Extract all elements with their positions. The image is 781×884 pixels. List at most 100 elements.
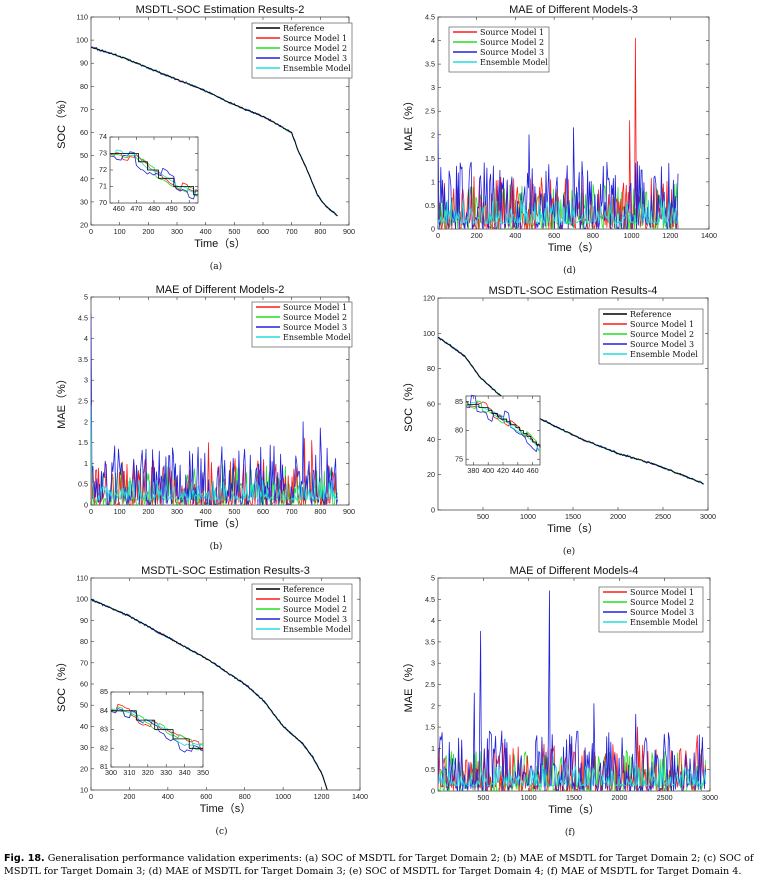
y-tick-label: 3.5 [425,637,435,646]
figure-caption: Fig. 18. Generalisation performance vali… [4,852,779,878]
y-tick-label: 0 [84,501,88,510]
x-tick-label: 400 [509,231,521,240]
y-tick-label: 81 [100,762,108,771]
y-tick-label: 0 [431,225,435,234]
legend-entry: Ensemble Model [283,625,351,634]
inset-line-source-model-1 [110,703,204,751]
x-axis-label: Time（s） [194,237,246,250]
x-tick-label: 350 [197,768,209,777]
legend-entry: Source Model 2 [283,44,347,53]
x-tick-label: 0 [89,227,93,236]
x-tick-label: 200 [471,231,483,240]
x-tick-label: 900 [343,507,355,516]
series-line-ensemble-model [438,764,706,787]
y-tick-label: 3 [431,659,435,668]
legend-box [598,308,704,365]
x-axis-label: Time（s） [547,522,599,535]
inset-line-reference [111,710,203,749]
y-tick-label: 110 [77,13,88,22]
y-tick-label: 100 [76,595,88,604]
legend-entry: Source Model 2 [283,313,347,322]
x-tick-label: 300 [171,507,183,516]
inset-line-source-model-2 [465,400,541,452]
chart-title: MSDTL-SOC Estimation Results-4 [489,285,658,297]
y-tick-label: 85 [100,687,108,696]
y-tick-label: 80 [455,426,463,435]
x-tick-label: 500 [228,227,240,236]
legend-entry: Source Model 1 [283,595,347,604]
x-tick-label: 600 [257,507,269,516]
data-layer [91,46,338,217]
x-tick-label: 1400 [352,792,368,801]
y-tick-label: 4 [431,36,435,45]
y-tick-label: 60 [80,128,88,137]
y-tick-label: 120 [423,294,435,303]
y-tick-label: 60 [80,680,88,689]
y-tick-label: 1.5 [425,723,435,732]
x-tick-label: 400 [200,507,212,516]
y-tick-label: 73 [99,149,107,158]
inset-line-source-model-3 [109,151,199,200]
x-tick-label: 440 [512,466,524,475]
y-tick-label: 10 [80,786,88,795]
y-tick-label: 3.5 [425,60,435,69]
chart-f: MAE of Different Models-4 500 1000 1500 2000… [402,565,718,838]
legend-entry: Source Model 1 [630,588,694,597]
legend-entry: Source Model 3 [480,48,544,57]
x-tick-label: 700 [286,227,298,236]
y-tick-label: 75 [455,454,463,463]
y-tick-label: 70 [99,198,107,207]
x-tick-label: 300 [105,768,117,777]
legend-entry: Reference [283,585,325,594]
subfigure-label: (f) [565,827,575,838]
legend-entry: Reference [283,24,325,33]
chart-title: MAE of Different Models-4 [510,565,639,577]
x-tick-label: 500 [228,507,240,516]
y-tick-label: 80 [427,364,435,373]
series-line-source-model-3 [438,127,679,229]
y-tick-label: 20 [80,764,88,773]
y-tick-label: 5 [84,293,88,302]
y-tick-label: 110 [77,574,88,583]
subfigure-label: (b) [210,541,223,552]
series-line-reference [91,46,338,217]
legend-entry: Ensemble Model [283,333,351,342]
legend-entry: Source Model 3 [630,608,694,617]
inset-zoom: 300 310 320 330 340 350 81 82 83 84 85 [100,687,209,777]
chart-title: MAE of Different Models-2 [156,284,285,296]
x-tick-label: 340 [179,768,191,777]
y-tick-label: 71 [99,182,107,191]
y-tick-label: 80 [80,82,88,91]
chart-c: MSDTL-SOC Estimation Results-3 0 200 400 600… [55,565,368,837]
y-tick-label: 3.5 [78,355,88,364]
series-line-source-model-3 [91,313,338,505]
y-axis-label: MAE（%） [402,95,415,151]
x-tick-label: 1200 [662,231,678,240]
x-tick-label: 1400 [701,231,717,240]
legend-entry: Reference [630,310,672,319]
legend-entry: Source Model 3 [283,54,347,63]
x-tick-label: 460 [113,204,125,213]
caption-label: Fig. 18. [4,853,45,864]
legend-entry: Source Model 3 [283,615,347,624]
x-tick-label: 420 [497,466,509,475]
series-line-source-model-3 [438,590,706,791]
y-tick-label: 30 [80,743,88,752]
legend-entry: Source Model 2 [630,330,694,339]
y-tick-label: 4.5 [425,13,435,22]
legend-box [251,301,353,348]
data-layer [91,598,328,790]
x-tick-label: 800 [587,231,599,240]
data-layer [438,336,704,485]
legend-box [598,586,704,633]
series-line-ensemble-model [438,199,679,224]
legend-entry: Source Model 1 [630,320,694,329]
y-tick-label: 90 [80,59,88,68]
legend-box [251,583,353,640]
y-tick-label: 1 [431,744,435,753]
legend-box [448,26,550,73]
x-tick-label: 2500 [655,512,671,521]
